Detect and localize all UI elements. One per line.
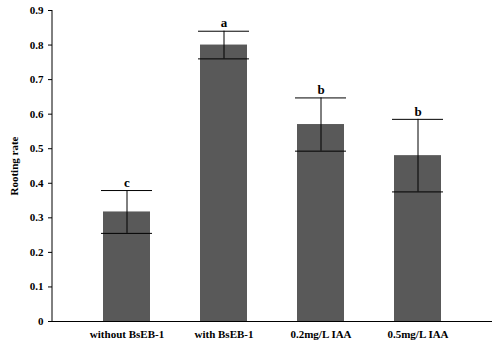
svg-text:0.4: 0.4 <box>30 177 44 189</box>
svg-text:0.5mg/L IAA: 0.5mg/L IAA <box>387 328 448 340</box>
svg-text:0: 0 <box>38 315 44 327</box>
svg-text:0.2: 0.2 <box>30 246 44 258</box>
svg-text:0.9: 0.9 <box>30 4 44 16</box>
svg-text:0.3: 0.3 <box>30 211 44 223</box>
svg-text:0.6: 0.6 <box>30 108 44 120</box>
svg-text:0.7: 0.7 <box>30 73 44 85</box>
svg-text:with BsEB-1: with BsEB-1 <box>195 328 254 340</box>
svg-text:0.8: 0.8 <box>30 39 44 51</box>
svg-text:b: b <box>317 82 324 97</box>
svg-text:c: c <box>124 175 130 190</box>
svg-text:0.1: 0.1 <box>30 280 44 292</box>
svg-text:0.2mg/L IAA: 0.2mg/L IAA <box>290 328 351 340</box>
svg-text:a: a <box>221 15 228 30</box>
svg-text:without BsEB-1: without BsEB-1 <box>90 328 164 340</box>
svg-text:b: b <box>414 104 421 119</box>
svg-text:0.5: 0.5 <box>30 142 44 154</box>
svg-text:Rooting rate: Rooting rate <box>8 136 20 195</box>
